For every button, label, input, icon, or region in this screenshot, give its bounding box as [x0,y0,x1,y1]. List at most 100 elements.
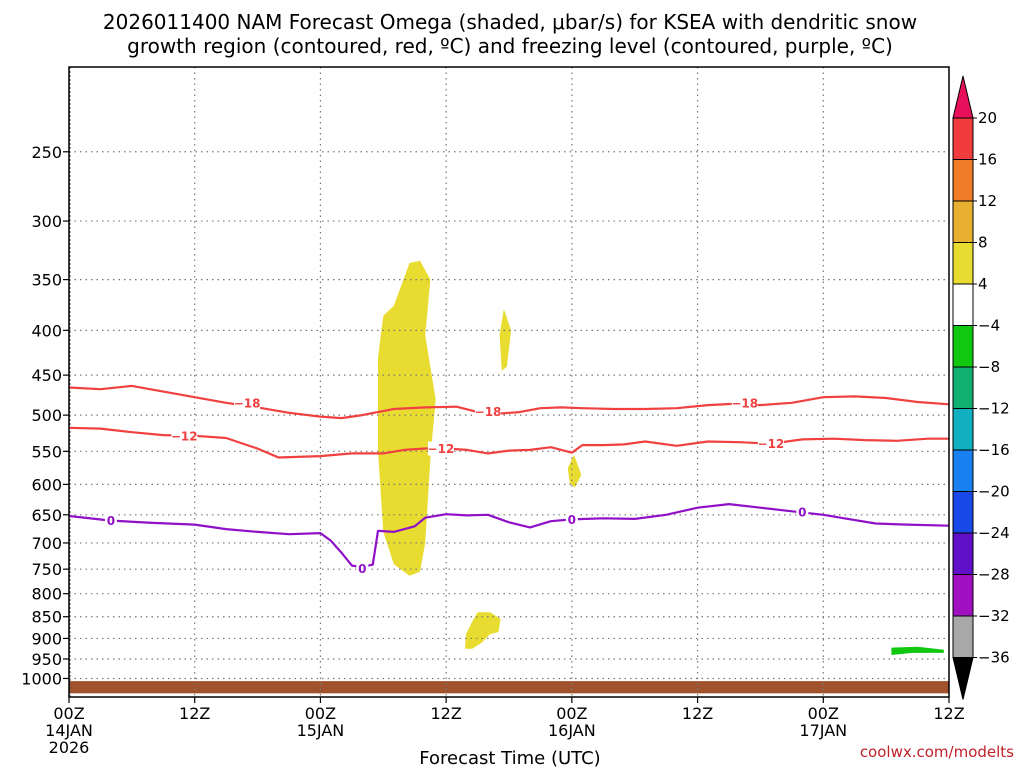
colorbar-segment-1 [952,117,974,160]
x-tick-label-12-1: 12Z [179,704,210,723]
colorbar-label-0: 20 [978,109,997,127]
y-tick-label-450: 450 [31,366,62,385]
y-axis-ticks: 250 300 350 400 450 500 550 600 650 700 750 800 850 9… [21,143,69,688]
contour-label-3: −18 [731,396,758,410]
x-tick-label-48-1: 00Z [556,704,587,723]
credit-text: coolwx.com/modelts [860,743,1014,761]
y-tick-label-650: 650 [31,506,62,525]
y-tick-label-950: 950 [31,650,62,669]
colorbar-label-8: −16 [978,441,1010,459]
colorbar-segment-3 [952,200,974,243]
colorbar-segment-2 [952,159,974,202]
contour-labels: −18 −18 −18 −12 −12 −12 0 0 0 0 [104,395,809,576]
x-tick-label-36-1: 12Z [430,704,461,723]
contour-label-bg-8 [356,561,369,576]
y-tick-label-800: 800 [31,585,62,604]
contour-label-4: −12 [171,429,198,443]
x-tick-label-72-2: 17JAN [799,721,847,740]
y-tick-label-300: 300 [31,212,62,231]
contour-label-bg-5 [427,441,454,456]
contours [69,384,949,569]
contour-label-1: −18 [234,396,261,410]
colorbar-label-5: −4 [978,317,1000,335]
colorbar-segment-7 [952,366,974,409]
contour-label-5: −12 [428,442,455,456]
contour-label-9: 0 [568,513,576,527]
colorbar-label-4: 4 [978,275,988,293]
shaded-region-5 [891,646,944,655]
colorbar-label-13: −36 [978,649,1010,667]
shaded-region-1 [378,260,436,576]
contour-label-6: −12 [758,437,785,451]
contour-line-3 [69,503,949,569]
x-tick-label-48-2: 16JAN [548,721,596,740]
colorbar-segment-12 [952,574,974,617]
colorbar: 20 16 12 8 4 −4 −8 −12 −16 −20 −24 −28 −32 −36 [952,75,1010,700]
x-tick-label-24-2: 15JAN [297,721,345,740]
y-tick-label-400: 400 [31,321,62,340]
colorbar-label-7: −12 [978,400,1010,418]
contour-label-10: 0 [798,505,806,519]
colorbar-top-triangle [952,75,974,119]
x-tick-label-84-1: 12Z [933,704,964,723]
colorbar-segment-4 [952,242,974,285]
shaded-region-3 [567,454,582,488]
y-tick-label-850: 850 [31,608,62,627]
colorbar-label-12: −32 [978,607,1010,625]
colorbar-segment-5 [952,283,974,326]
colorbar-label-3: 8 [978,234,988,252]
contour-label-bg-1 [234,395,261,410]
colorbar-segment-11 [952,532,974,575]
colorbar-label-2: 12 [978,192,997,210]
x-tick-label-24-1: 00Z [305,704,336,723]
contour-line-1 [69,384,949,420]
colorbar-label-6: −8 [978,358,1000,376]
y-tick-label-700: 700 [31,534,62,553]
colorbar-label-11: −28 [978,566,1010,584]
colorbar-label-10: −24 [978,524,1010,542]
y-tick-label-500: 500 [31,406,62,425]
y-tick-label-1000: 1000 [21,669,62,688]
contour-label-bg-2 [475,404,502,419]
y-tick-label-750: 750 [31,560,62,579]
contour-label-bg-10 [796,504,809,519]
shaded-region-4 [465,612,501,649]
x-tick-label-0-3: 2026 [49,738,90,757]
chart-title-line1: 2026011400 NAM Forecast Omega (shaded, μ… [103,10,917,34]
contour-line-2 [69,426,949,459]
ground-fill [69,681,949,694]
plot-frame [68,66,950,698]
colorbar-segment-9 [952,449,974,492]
y-tick-label-600: 600 [31,475,62,494]
ground-fill-rect [69,681,949,694]
contour-label-bg-7 [104,513,117,528]
x-tick-label-0-2: 14JAN [45,721,93,740]
x-tick-label-72-1: 00Z [808,704,839,723]
x-axis-label: Forecast Time (UTC) [419,748,600,768]
shaded-region-2 [499,308,512,371]
contour-label-bg-9 [565,512,578,527]
chart-title-line2: growth region (contoured, red, ºC) and f… [127,34,893,58]
contour-label-8: 0 [358,562,366,576]
colorbar-label-9: −20 [978,483,1010,501]
contour-label-7: 0 [107,514,115,528]
colorbar-segment-13 [952,615,974,658]
colorbar-segment-10 [952,491,974,534]
grid [69,67,949,697]
x-tick-label-60-1: 12Z [682,704,713,723]
contour-label-bg-3 [731,395,758,410]
colorbar-segment-6 [952,325,974,368]
x-tick-label-0-1: 00Z [53,704,84,723]
contour-label-bg-4 [171,428,198,443]
colorbar-bottom-triangle [952,657,974,700]
colorbar-label-1: 16 [978,151,997,169]
contour-label-bg-6 [757,436,784,451]
y-tick-label-250: 250 [31,143,62,162]
omega-shading [378,260,944,655]
y-tick-label-550: 550 [31,442,62,461]
y-tick-label-900: 900 [31,629,62,648]
y-tick-label-350: 350 [31,271,62,290]
colorbar-segment-8 [952,408,974,451]
